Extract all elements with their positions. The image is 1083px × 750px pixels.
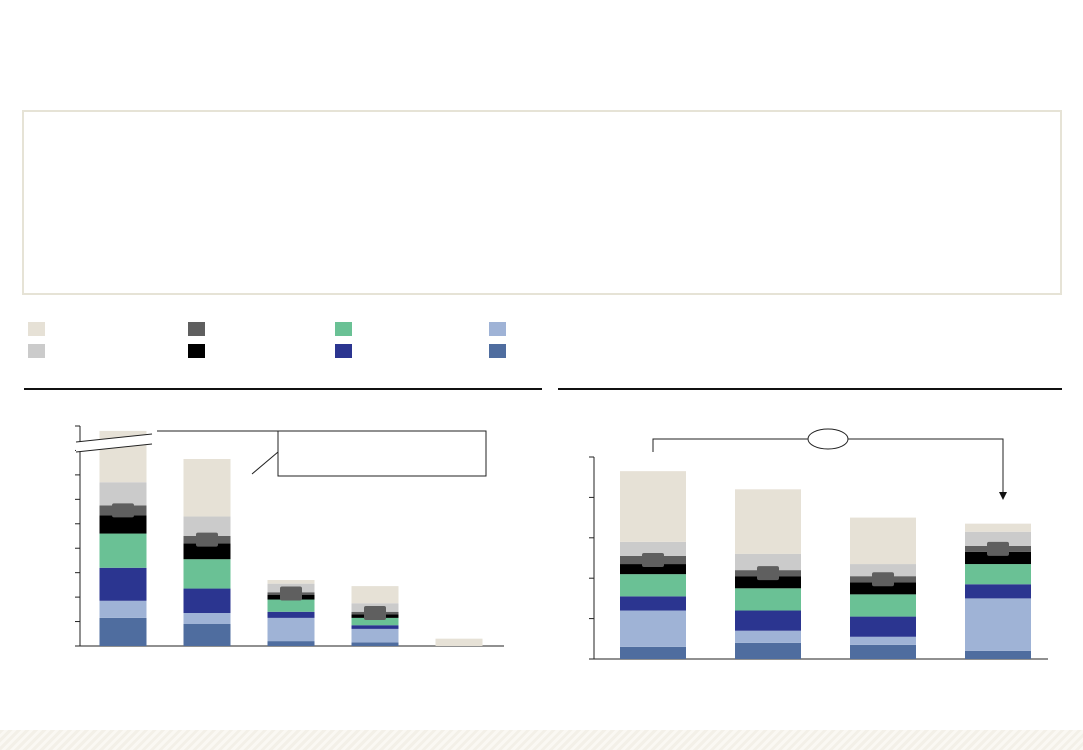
bar-segment bbox=[735, 630, 801, 643]
axis-break-line bbox=[75, 443, 153, 453]
legend-swatch bbox=[335, 344, 352, 358]
bar-segment bbox=[99, 482, 147, 506]
bar-segment bbox=[183, 588, 231, 613]
bar-segment bbox=[183, 459, 231, 517]
legend-item bbox=[489, 343, 512, 359]
bar-segment bbox=[183, 613, 231, 624]
bar-segment bbox=[620, 574, 686, 597]
right-stacked-bar-chart bbox=[589, 428, 1048, 660]
bar-segment bbox=[850, 616, 916, 637]
axis-break-band bbox=[76, 434, 152, 452]
bar-segment bbox=[351, 625, 399, 629]
bar-segment bbox=[850, 644, 916, 659]
legend-item bbox=[188, 321, 211, 337]
bar-segment bbox=[183, 516, 231, 536]
bar-segment bbox=[267, 611, 315, 618]
bar-segment bbox=[351, 617, 399, 626]
bar-segment bbox=[267, 617, 315, 642]
bar-segment bbox=[735, 489, 801, 554]
legend-swatch bbox=[335, 322, 352, 336]
bar-segment bbox=[183, 543, 231, 560]
commentary-box bbox=[22, 110, 1062, 295]
bar-segment bbox=[965, 598, 1031, 651]
legend-swatch bbox=[188, 344, 205, 358]
bar-segment bbox=[183, 624, 231, 646]
bar-segment bbox=[620, 541, 686, 556]
bar-segment bbox=[850, 564, 916, 577]
bar-segment bbox=[965, 551, 1031, 565]
bar-segment bbox=[267, 641, 315, 646]
legend-swatch bbox=[188, 322, 205, 336]
bar-segment bbox=[735, 576, 801, 589]
bar-segment bbox=[735, 610, 801, 631]
bar-segment bbox=[735, 588, 801, 611]
bar-segment bbox=[99, 515, 147, 534]
bar-segment bbox=[965, 523, 1031, 532]
bar-segment bbox=[735, 553, 801, 571]
bar-segment bbox=[99, 567, 147, 601]
bar-segment bbox=[965, 650, 1031, 659]
bar-segment bbox=[620, 564, 686, 575]
bar-segment bbox=[435, 638, 483, 646]
bar-segment bbox=[850, 636, 916, 645]
bar-segment bbox=[267, 599, 315, 612]
bracket-arrowhead bbox=[999, 492, 1007, 500]
legend-swatch bbox=[489, 344, 506, 358]
bar-segment bbox=[620, 646, 686, 659]
page-title bbox=[24, 20, 1060, 90]
right-chart-rule bbox=[558, 388, 1062, 390]
bar-segment bbox=[965, 584, 1031, 599]
data-label-marker bbox=[364, 606, 386, 620]
bar-segment bbox=[850, 582, 916, 595]
legend-item bbox=[188, 343, 211, 359]
bar-segment bbox=[183, 559, 231, 589]
bar-segment bbox=[965, 564, 1031, 585]
legend-swatch bbox=[28, 322, 45, 336]
data-label-marker bbox=[987, 541, 1009, 556]
callout-leader bbox=[251, 451, 279, 475]
legend-swatch bbox=[489, 322, 506, 336]
legend-item bbox=[335, 321, 358, 337]
bar-segment bbox=[850, 517, 916, 565]
footer-band bbox=[0, 730, 1083, 750]
legend-item bbox=[335, 343, 358, 359]
data-label-marker bbox=[112, 503, 134, 518]
data-label-marker bbox=[872, 572, 894, 587]
legend-item bbox=[489, 321, 512, 337]
bar-segment bbox=[267, 580, 315, 584]
bracket-label-bubble bbox=[807, 428, 849, 450]
bar-segment bbox=[965, 531, 1031, 546]
left-stacked-bar-chart bbox=[75, 425, 504, 647]
legend-swatch bbox=[28, 344, 45, 358]
data-label-marker bbox=[642, 553, 664, 568]
bar-segment bbox=[620, 610, 686, 647]
data-label-marker bbox=[196, 532, 218, 547]
legend-item bbox=[28, 343, 51, 359]
bar-segment bbox=[351, 628, 399, 643]
axis-break-line bbox=[75, 433, 153, 443]
bar-segment bbox=[99, 533, 147, 568]
bar-segment bbox=[99, 600, 147, 618]
chart-legend bbox=[28, 321, 588, 361]
data-label-marker bbox=[757, 566, 779, 581]
bar-segment bbox=[735, 642, 801, 659]
bar-segment bbox=[351, 586, 399, 604]
data-label-marker bbox=[280, 586, 302, 601]
left-chart-rule bbox=[24, 388, 542, 390]
bar-segment bbox=[620, 471, 686, 542]
legend-item bbox=[28, 321, 51, 337]
bar-segment bbox=[850, 594, 916, 617]
callout-box bbox=[277, 430, 487, 477]
bar-segment bbox=[620, 596, 686, 611]
bar-segment bbox=[99, 617, 147, 646]
bar-segment bbox=[351, 642, 399, 646]
